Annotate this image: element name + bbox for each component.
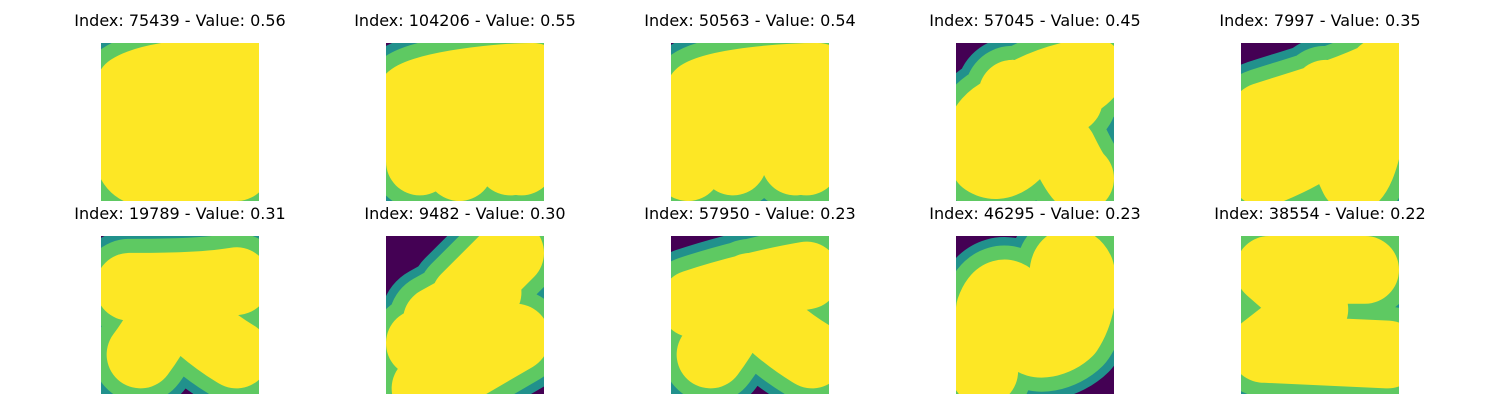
image-panel-1: Index: 75439 - Value: 0.56	[50, 9, 310, 201]
image-panel-3: Index: 50563 - Value: 0.54	[620, 9, 880, 201]
panel-title: Index: 19789 - Value: 0.31	[74, 204, 286, 223]
panel-title: Index: 57950 - Value: 0.23	[644, 204, 856, 223]
glyph-stroke	[1241, 43, 1399, 201]
handwritten-glyph-image	[1241, 43, 1399, 201]
image-panel-8: Index: 57950 - Value: 0.23	[620, 202, 880, 394]
panel-title: Index: 9482 - Value: 0.30	[364, 204, 566, 223]
image-panel-10: Index: 38554 - Value: 0.22	[1190, 202, 1450, 394]
glyph-stroke	[386, 43, 544, 201]
image-panel-6: Index: 19789 - Value: 0.31	[50, 202, 310, 394]
image-panel-5: Index: 7997 - Value: 0.35	[1190, 9, 1450, 201]
glyph-stroke	[1241, 236, 1399, 389]
handwritten-glyph-image	[956, 236, 1114, 394]
handwritten-glyph-image	[386, 43, 544, 201]
glyph-stroke	[101, 247, 259, 389]
glyph-stroke	[956, 43, 1114, 201]
handwritten-glyph-image	[1241, 236, 1399, 394]
handwritten-glyph-image	[101, 236, 259, 394]
image-panel-2: Index: 104206 - Value: 0.55	[335, 9, 595, 201]
glyph-stroke	[101, 43, 259, 201]
panel-title: Index: 38554 - Value: 0.22	[1214, 204, 1426, 223]
handwritten-glyph-image	[386, 236, 544, 394]
glyph-stroke	[671, 43, 829, 201]
image-panel-9: Index: 46295 - Value: 0.23	[905, 202, 1165, 394]
panel-title: Index: 104206 - Value: 0.55	[354, 11, 576, 30]
handwritten-glyph-image	[671, 236, 829, 394]
glyph-stroke	[386, 236, 544, 394]
panel-title: Index: 50563 - Value: 0.54	[644, 11, 856, 30]
handwritten-glyph-image	[956, 43, 1114, 201]
image-panel-4: Index: 57045 - Value: 0.45	[905, 9, 1165, 201]
glyph-stroke	[956, 236, 1114, 394]
handwritten-glyph-image	[671, 43, 829, 201]
handwritten-glyph-image	[101, 43, 259, 201]
panel-title: Index: 57045 - Value: 0.45	[929, 11, 1141, 30]
panel-title: Index: 7997 - Value: 0.35	[1219, 11, 1421, 30]
panel-title: Index: 75439 - Value: 0.56	[74, 11, 286, 30]
image-panel-7: Index: 9482 - Value: 0.30	[335, 202, 595, 394]
glyph-stroke	[671, 241, 829, 389]
panel-title: Index: 46295 - Value: 0.23	[929, 204, 1141, 223]
